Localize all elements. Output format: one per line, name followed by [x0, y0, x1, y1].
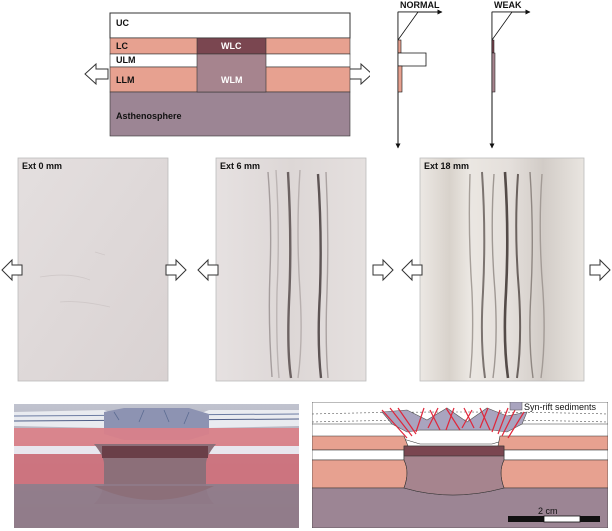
photo-ext-18 [419, 157, 585, 382]
cross-section-interpretation-drawing: Syn-rift sediments 2 cm [312, 402, 608, 528]
weak-upper-crust-envelope [491, 11, 513, 42]
arrow-right-icon [372, 258, 394, 282]
photo-label-ext-6: Ext 6 mm [220, 161, 260, 171]
model-section-drawing: UC LC ULM LLM Asthenosphere WLC WLM [84, 12, 370, 137]
layer-uc [109, 12, 351, 39]
arrow-left-icon [197, 258, 219, 282]
fault-scarps-ext-6 [267, 169, 329, 379]
photo-ext-0 [17, 157, 169, 382]
experiment-photos-drawing: Ext 0 mm Ext 6 mm Ext 18 mm [1, 157, 611, 382]
normal-upper-mantle-envelope [397, 52, 427, 67]
photo-label-ext-0: Ext 0 mm [22, 161, 62, 171]
normal-title: NORMAL [400, 0, 440, 10]
cross-section-interpretation: Syn-rift sediments 2 cm [312, 402, 608, 528]
cross-section-photo-drawing [14, 404, 299, 528]
normal-lower-crust-envelope [397, 39, 402, 54]
scale-bar: 2 cm [508, 506, 600, 523]
strength-profiles-drawing: NORMAL WEAK [395, 0, 531, 149]
extension-arrow-left-icon [84, 62, 109, 86]
scale-bar-label: 2 cm [538, 506, 558, 516]
legend-syn-rift-label: Syn-rift sediments [524, 402, 597, 412]
layer-asthenosphere [109, 91, 351, 137]
label-lc: LC [116, 41, 128, 51]
weak-lower-crust-envelope [491, 39, 495, 54]
arrow-right-icon [589, 258, 611, 282]
extension-arrow-right-icon [348, 62, 370, 86]
model-section: UC LC ULM LLM Asthenosphere WLC WLM [80, 0, 370, 150]
weak-lithospheric-mantle [196, 53, 267, 93]
normal-lower-mantle-envelope [397, 65, 403, 93]
photo-label-ext-18: Ext 18 mm [424, 161, 469, 171]
label-ulm: ULM [116, 55, 136, 65]
arrow-left-icon [1, 258, 23, 282]
strength-profiles: NORMAL WEAK [380, 0, 612, 152]
label-wlc: WLC [221, 41, 242, 51]
fault-scarps-ext-18 [468, 171, 545, 379]
label-asthenosphere: Asthenosphere [116, 111, 182, 121]
arrow-left-icon [401, 258, 423, 282]
normal-upper-crust-envelope [397, 11, 419, 42]
arrow-right-icon [165, 258, 187, 282]
fault-lines [381, 407, 525, 439]
experiment-photos: Ext 0 mm Ext 6 mm Ext 18 mm [0, 152, 612, 384]
label-uc: UC [116, 18, 129, 28]
weak-mantle-envelope [491, 52, 496, 93]
label-wlm: WLM [221, 75, 243, 85]
cross-section-photo [14, 404, 299, 528]
weak-title: WEAK [494, 0, 522, 10]
label-llm: LLM [116, 75, 135, 85]
legend-syn-rift-swatch [509, 402, 523, 411]
